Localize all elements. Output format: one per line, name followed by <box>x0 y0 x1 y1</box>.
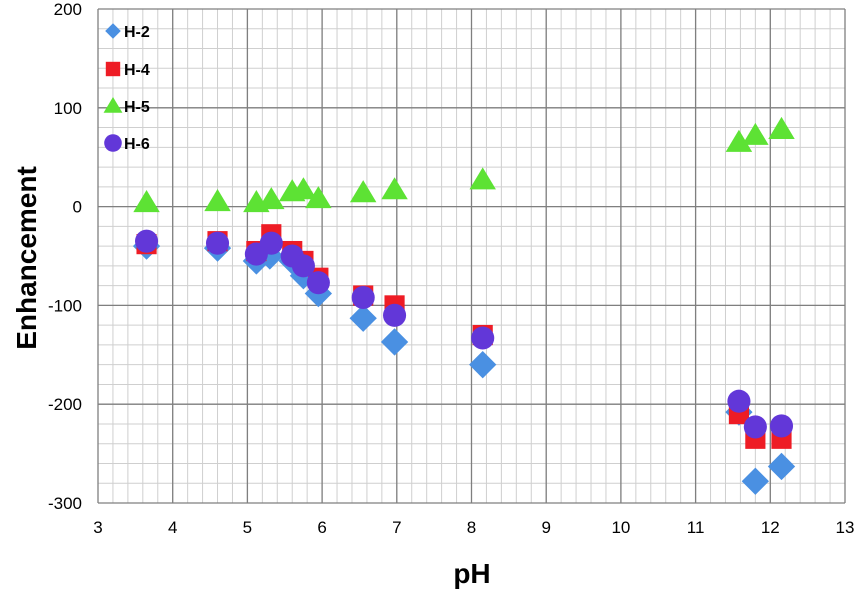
legend: H-2 H-4 H-5 H-6 <box>103 23 150 153</box>
legend-marker-h-6 <box>104 134 122 152</box>
point-h-6 <box>727 389 751 413</box>
point-h-6 <box>769 414 794 438</box>
legend-label: H-5 <box>124 99 150 116</box>
series-h-4 <box>136 224 792 449</box>
legend-marker-h-5 <box>103 97 123 113</box>
point-h-2 <box>469 351 497 379</box>
x-tick-label: 3 <box>93 518 102 537</box>
legend-item-h-5: H-5 <box>103 97 150 116</box>
y-tick-label: 200 <box>54 0 82 19</box>
legend-label: H-2 <box>124 24 150 41</box>
point-h-6 <box>743 415 767 439</box>
x-tick-label: 6 <box>317 518 326 537</box>
point-h-5 <box>204 189 231 212</box>
y-axis-title: Enhancement <box>11 166 42 350</box>
x-axis-title: pH <box>453 558 490 589</box>
point-h-6 <box>259 231 283 255</box>
point-h-2 <box>349 304 377 332</box>
point-h-5 <box>290 177 317 200</box>
x-tick-label: 9 <box>541 518 550 537</box>
point-h-5 <box>768 116 795 139</box>
legend-marker-h-4 <box>105 61 121 77</box>
point-h-6 <box>291 254 315 278</box>
x-tick-label: 8 <box>467 518 476 537</box>
point-h-6 <box>383 303 407 327</box>
point-h-6 <box>351 285 375 310</box>
y-tick-label: -100 <box>48 296 82 315</box>
x-tick-label: 7 <box>392 518 401 537</box>
legend-marker-h-2 <box>105 23 121 39</box>
point-h-5 <box>469 167 496 190</box>
x-tick-label: 11 <box>687 518 705 537</box>
point-h-2 <box>380 328 409 356</box>
legend-item-h-2: H-2 <box>105 23 150 41</box>
point-h-6 <box>135 229 159 253</box>
legend-label: H-6 <box>124 136 150 153</box>
legend-item-h-6: H-6 <box>104 134 150 153</box>
series-h-5 <box>133 116 795 213</box>
point-h-5 <box>349 180 377 203</box>
point-h-5 <box>133 190 160 213</box>
y-tick-label: 100 <box>54 99 82 118</box>
point-h-5 <box>725 129 753 152</box>
point-h-5 <box>258 187 285 210</box>
point-h-6 <box>306 271 330 295</box>
point-h-2 <box>256 242 284 270</box>
y-axis-tick-labels: 200 100 0 -100 -200 -300 <box>48 0 82 513</box>
y-tick-label: -300 <box>48 494 82 513</box>
x-tick-label: 4 <box>168 518 177 537</box>
point-h-5 <box>305 186 332 209</box>
x-tick-label: 5 <box>243 518 252 537</box>
point-h-5 <box>381 177 408 200</box>
series-h-6 <box>135 229 794 439</box>
x-tick-label: 12 <box>761 518 780 537</box>
data-points <box>132 116 796 495</box>
y-tick-label: 0 <box>73 198 82 217</box>
x-tick-label: 13 <box>836 518 855 537</box>
point-h-2 <box>741 467 770 495</box>
y-tick-label: -200 <box>48 395 82 414</box>
x-tick-label: 10 <box>611 518 630 537</box>
point-h-6 <box>205 231 230 255</box>
point-h-2 <box>767 452 796 481</box>
major-gridlines <box>97 8 846 504</box>
legend-item-h-4: H-4 <box>105 61 150 79</box>
x-axis-tick-labels: 3 4 5 6 7 8 9 10 11 12 13 <box>93 518 854 537</box>
legend-label: H-4 <box>124 62 150 79</box>
point-h-5 <box>742 122 769 145</box>
point-h-6 <box>471 326 495 350</box>
